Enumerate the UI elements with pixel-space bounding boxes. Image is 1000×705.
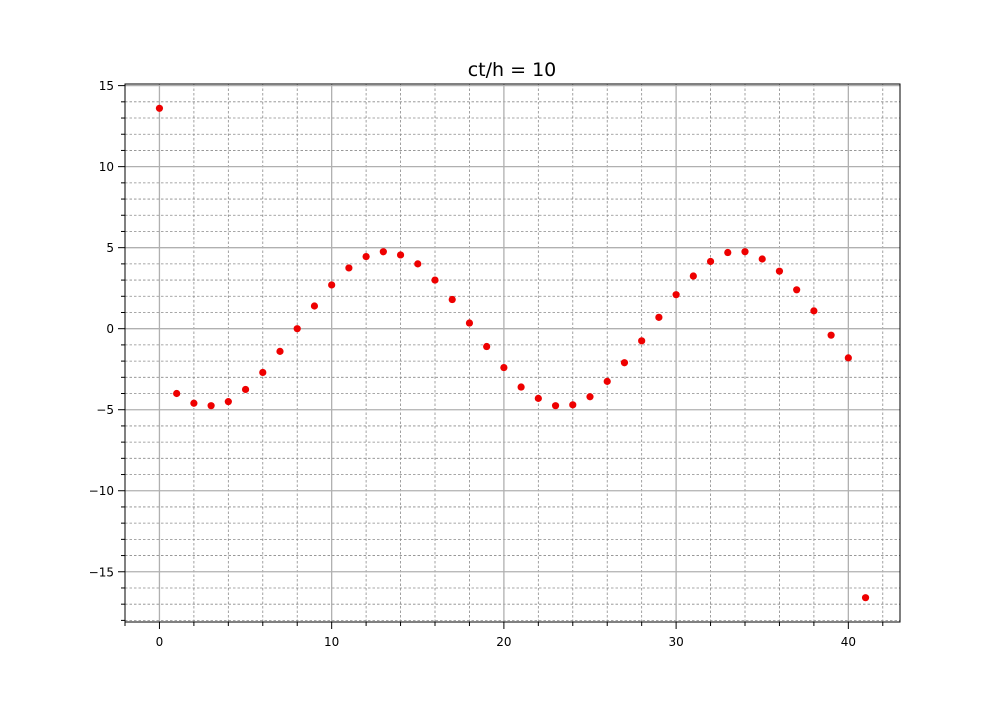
data-point [827,331,835,339]
data-point [448,295,456,304]
y-tick-label: −5 [96,403,114,417]
data-point [190,399,198,407]
data-points [155,104,870,602]
y-tick-label: 10 [99,160,114,174]
chart-title: ct/h = 10 [468,59,557,81]
data-point [793,286,801,294]
data-point [379,248,387,256]
data-point [534,394,542,402]
data-point [810,307,818,315]
y-tick-label: 0 [106,322,114,336]
data-point [328,281,336,289]
data-point [396,251,405,259]
plot-frame [124,83,901,623]
y-tick-label: −10 [89,484,114,498]
data-point [155,104,164,112]
x-tick-label: 30 [668,635,683,649]
data-point [861,594,870,602]
data-point [310,302,319,310]
data-point [620,359,629,367]
minor-grid [124,84,900,622]
data-point [414,260,422,268]
data-point [775,267,784,275]
data-point [173,389,181,398]
y-tick-label: −15 [89,565,114,579]
data-point [724,248,732,257]
y-tick-label: 15 [99,79,114,93]
data-point [638,337,646,345]
axis-ticks [118,85,884,629]
tick-labels: 0 10 20 30 40 −15 −10 −5 0 5 10 15 [89,79,856,649]
data-point [500,363,508,372]
data-point [655,313,663,321]
data-point [465,319,474,327]
major-grid [125,84,900,622]
data-point [293,325,301,333]
y-tick-label: 5 [106,241,114,255]
data-point [517,383,525,391]
data-point [741,248,749,256]
x-tick-label: 10 [324,635,339,649]
data-point [603,377,611,385]
data-point [706,257,715,266]
data-point [207,402,215,410]
x-tick-label: 0 [156,635,164,649]
data-point [844,354,852,362]
data-point [259,368,267,377]
data-point [224,398,232,406]
x-tick-label: 40 [841,635,856,649]
data-point [276,347,284,355]
data-point [362,252,370,261]
data-point [689,272,697,280]
x-tick-label: 20 [496,635,511,649]
data-point [758,255,766,263]
data-point [672,291,680,299]
data-point [569,401,577,409]
data-point [586,393,594,401]
data-point [551,402,560,410]
data-point [431,276,439,284]
data-point [345,264,353,272]
data-point [241,385,250,394]
data-point [483,342,491,351]
